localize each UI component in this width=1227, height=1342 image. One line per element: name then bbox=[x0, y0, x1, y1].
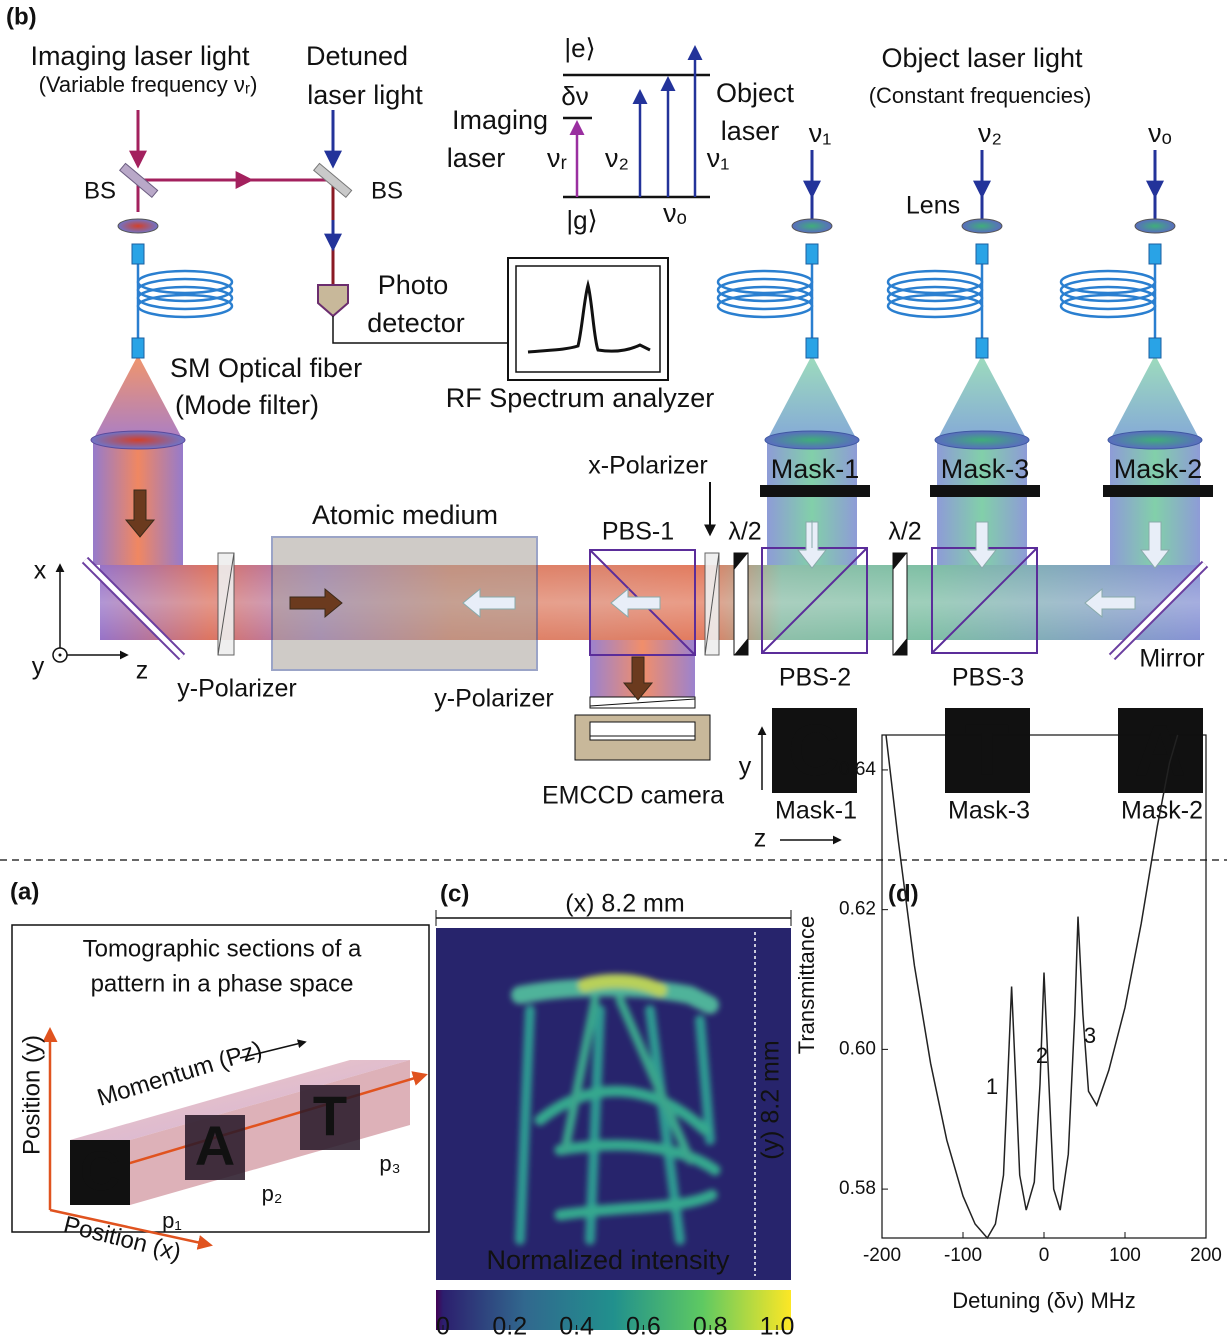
colorbar-tick-label: 0 bbox=[436, 1313, 450, 1341]
x-tick-label: 200 bbox=[1190, 1245, 1222, 1266]
label: T bbox=[965, 711, 1009, 791]
label: Mask-2 bbox=[1114, 454, 1203, 484]
x-tick-label: 0 bbox=[1039, 1245, 1050, 1266]
label: Position (y) bbox=[18, 1035, 45, 1155]
colorbar-tick-label: 0.6 bbox=[626, 1313, 661, 1341]
label: Mask-1 bbox=[775, 797, 857, 825]
y-tick-label: 0.60 bbox=[839, 1038, 876, 1059]
label: δν bbox=[561, 81, 588, 111]
label: (a) bbox=[10, 878, 39, 905]
label: Photo bbox=[378, 270, 449, 300]
label: Lens bbox=[906, 192, 960, 220]
label: (Variable frequency νᵣ) bbox=[39, 72, 258, 97]
label: y bbox=[739, 753, 752, 781]
y-tick-label: 0.62 bbox=[839, 899, 876, 920]
label: |g⟩ bbox=[566, 205, 597, 235]
label: Mirror bbox=[1139, 645, 1204, 673]
label: p₁ bbox=[162, 1208, 182, 1233]
page: { "panel_b": { "label": "(b)", "imaging_… bbox=[0, 0, 1227, 1342]
label: ν₂ bbox=[978, 118, 1002, 148]
label: C bbox=[788, 711, 840, 791]
label: PBS-1 bbox=[602, 518, 674, 546]
label: laser bbox=[447, 143, 506, 173]
label: x bbox=[34, 557, 47, 585]
x-tick-label: 100 bbox=[1109, 1245, 1141, 1266]
label: 1 bbox=[986, 1074, 998, 1099]
label: Detuning (δν) MHz bbox=[952, 1288, 1135, 1313]
label: λ/2 bbox=[728, 518, 761, 546]
label: y-Polarizer bbox=[434, 685, 553, 713]
label: y-Polarizer bbox=[177, 675, 296, 703]
label: νᵣ bbox=[547, 143, 567, 173]
label: Tomographic sections of a bbox=[83, 935, 362, 962]
label: Object bbox=[716, 78, 795, 108]
label: Object laser light bbox=[881, 43, 1083, 73]
label: Transmittance bbox=[794, 916, 819, 1055]
label: p₂ bbox=[262, 1181, 283, 1206]
label: C bbox=[80, 1139, 120, 1202]
label: (y) 8.2 mm bbox=[757, 1040, 785, 1159]
label: (b) bbox=[6, 3, 37, 30]
label: z bbox=[754, 825, 767, 853]
label: EMCCD camera bbox=[542, 782, 724, 810]
label: λ/2 bbox=[888, 518, 921, 546]
panel-b-optics bbox=[53, 48, 1213, 840]
label: p₃ bbox=[379, 1151, 400, 1176]
label: A bbox=[195, 1114, 235, 1177]
x-tick-label: -200 bbox=[863, 1245, 901, 1266]
label: νₒ bbox=[663, 198, 687, 228]
label: (x) 8.2 mm bbox=[565, 890, 684, 918]
figure: (b)Imaging laser light(Variable frequenc… bbox=[0, 0, 1227, 1342]
label: Imaging laser light bbox=[30, 41, 250, 71]
label: ν₂ bbox=[605, 143, 629, 173]
label: Mask-3 bbox=[941, 454, 1030, 484]
colorbar-tick-label: 0.4 bbox=[559, 1313, 594, 1341]
label: ν₁ bbox=[707, 143, 730, 173]
label: Atomic medium bbox=[312, 500, 498, 530]
label: νₒ bbox=[1148, 118, 1172, 148]
label: (c) bbox=[440, 880, 469, 907]
label: laser bbox=[721, 116, 780, 146]
label: Normalized intensity bbox=[486, 1245, 730, 1275]
label: detector bbox=[367, 308, 465, 338]
label: Mask-3 bbox=[948, 797, 1030, 825]
label: y bbox=[32, 653, 45, 681]
label: z bbox=[136, 657, 149, 685]
colorbar-tick-label: 0.2 bbox=[492, 1313, 527, 1341]
label: SM Optical fiber bbox=[170, 353, 362, 383]
label: PBS-3 bbox=[952, 664, 1024, 692]
label: PBS-2 bbox=[779, 664, 851, 692]
label: A bbox=[1134, 711, 1186, 791]
label: Detuned bbox=[306, 41, 408, 71]
y-tick-label: 0.64 bbox=[839, 759, 876, 780]
y-tick-label: 0.58 bbox=[839, 1178, 876, 1199]
label: laser light bbox=[307, 80, 423, 110]
x-tick-label: -100 bbox=[944, 1245, 982, 1266]
label: (Mode filter) bbox=[175, 390, 319, 420]
label: 2 bbox=[1036, 1043, 1048, 1068]
label: RF Spectrum analyzer bbox=[446, 383, 715, 413]
label: (Constant frequencies) bbox=[869, 83, 1092, 108]
colorbar-tick-label: 0.8 bbox=[693, 1313, 728, 1341]
label: x-Polarizer bbox=[588, 452, 707, 480]
colorbar-tick-label: 1.0 bbox=[760, 1313, 795, 1341]
label: BS bbox=[84, 177, 116, 204]
label: |e⟩ bbox=[564, 33, 595, 63]
label: T bbox=[313, 1084, 347, 1147]
label: ν₁ bbox=[809, 118, 832, 148]
label: Mask-1 bbox=[771, 454, 860, 484]
label: 3 bbox=[1084, 1023, 1096, 1048]
label: Imaging bbox=[452, 105, 548, 135]
label: BS bbox=[371, 177, 403, 204]
label: pattern in a phase space bbox=[91, 970, 354, 997]
